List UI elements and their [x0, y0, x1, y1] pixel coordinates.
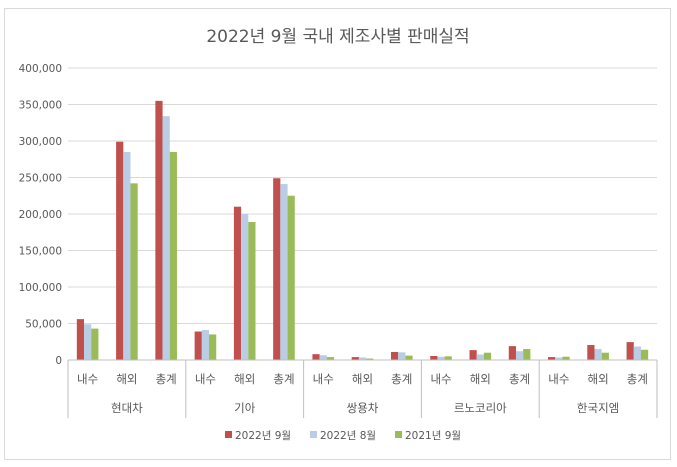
bar [601, 352, 609, 360]
bar [155, 100, 163, 360]
x-group-label: 기아 [234, 401, 256, 415]
bar [437, 356, 445, 360]
bar [233, 206, 242, 360]
bar [287, 195, 295, 360]
bar [273, 178, 281, 360]
bar [555, 357, 563, 360]
bar [587, 345, 595, 360]
bars [76, 100, 649, 361]
bar [116, 141, 124, 360]
legend-label: 2022년 9월 [235, 430, 291, 442]
y-tick-label: 0 [55, 355, 62, 367]
y-tick-label: 200,000 [19, 209, 62, 221]
x-category-label: 내수 [430, 372, 451, 386]
chart-frame: 2022년 9월 국내 제조사별 판매실적 0 50,000 100,000 150,… [4, 8, 671, 460]
bar [508, 346, 516, 360]
bar [548, 357, 556, 360]
bar [84, 324, 92, 360]
bar [326, 357, 335, 360]
x-category-label: 해외 [588, 372, 609, 386]
bar [130, 183, 138, 360]
bar [398, 352, 406, 360]
bar [209, 334, 217, 360]
bar [280, 184, 288, 360]
bar [469, 350, 477, 360]
bar [430, 355, 438, 360]
y-tick-label: 250,000 [19, 173, 62, 185]
x-group-label: 쌍용차 [347, 401, 379, 415]
legend-label: 2021년 9월 [405, 430, 461, 442]
legend: 2022년 9월 2022년 8월 2021년 9월 [225, 430, 461, 442]
chart-canvas: 2022년 9월 국내 제조사별 판매실적 0 50,000 100,000 150,… [19, 27, 658, 442]
x-category-label: 내수 [313, 372, 334, 386]
bar [312, 354, 320, 360]
bar [123, 151, 131, 360]
x-category-label: 내수 [195, 372, 216, 386]
y-axis-ticks: 0 50,000 100,000 150,000 200,000 250,000 300,0… [19, 63, 62, 367]
x-category-label: 해외 [352, 372, 373, 386]
bar [76, 319, 85, 360]
bar [405, 355, 413, 360]
legend-swatch [225, 431, 232, 438]
legend-label: 2022년 8월 [320, 430, 376, 442]
bar [201, 330, 210, 360]
bar [476, 354, 484, 360]
bar [241, 214, 249, 360]
x-category-label: 해외 [116, 372, 137, 386]
x-group-label: 르노코리아 [454, 401, 507, 415]
x-group-label: 한국지엠 [577, 401, 619, 415]
legend-swatch [310, 431, 317, 438]
bar [633, 346, 641, 360]
x-group-label: 현대차 [111, 401, 143, 415]
x-category-label: 총계 [273, 372, 294, 386]
bar [169, 151, 177, 360]
y-tick-label: 300,000 [19, 136, 62, 148]
x-category-label: 내수 [77, 372, 98, 386]
bar [515, 351, 524, 360]
x-category-label: 해외 [470, 372, 491, 386]
bar [358, 357, 367, 360]
bar [444, 356, 452, 360]
bar [626, 342, 634, 360]
bar [594, 349, 602, 360]
bar [248, 222, 256, 360]
legend-swatch [395, 431, 402, 438]
bar [366, 358, 374, 360]
bar [91, 328, 99, 360]
x-category-label: 총계 [509, 372, 530, 386]
y-tick-label: 150,000 [19, 246, 62, 258]
y-tick-label: 350,000 [19, 100, 62, 112]
bar [351, 357, 359, 360]
chart-title: 2022년 9월 국내 제조사별 판매실적 [206, 27, 469, 47]
bar [194, 331, 202, 360]
y-tick-label: 50,000 [25, 319, 62, 331]
x-category-label: 총계 [627, 372, 648, 386]
x-category-label: 해외 [234, 372, 255, 386]
bar [562, 356, 570, 360]
x-category-label: 내수 [548, 372, 569, 386]
bar [162, 116, 170, 361]
y-tick-label: 100,000 [19, 282, 62, 294]
bar [523, 349, 531, 360]
x-category-label: 총계 [156, 372, 177, 386]
bar [319, 355, 327, 360]
y-tick-label: 400,000 [19, 63, 62, 75]
x-category-label: 총계 [391, 372, 412, 386]
bar [640, 349, 649, 360]
bar [483, 352, 492, 360]
bar [390, 351, 399, 360]
